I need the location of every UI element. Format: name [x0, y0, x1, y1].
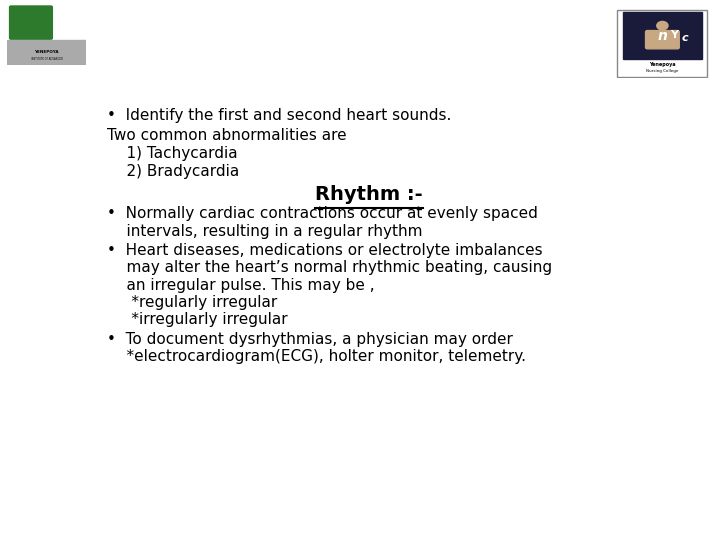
Text: YENEPOYA: YENEPOYA	[35, 50, 59, 54]
Text: c: c	[682, 32, 688, 43]
Bar	[7, 40, 86, 65]
Text: intervals, resulting in a regular rhythm: intervals, resulting in a regular rhythm	[107, 224, 422, 239]
Text: •  To document dysrhythmias, a physician may order: • To document dysrhythmias, a physician …	[107, 332, 513, 347]
Text: Two common abnormalities are: Two common abnormalities are	[107, 128, 346, 143]
Text: Yenepoya: Yenepoya	[649, 62, 675, 67]
Text: 2) Bradycardia: 2) Bradycardia	[107, 164, 239, 179]
Text: 1) Tachycardia: 1) Tachycardia	[107, 146, 238, 161]
Text: Nursing College: Nursing College	[647, 69, 678, 73]
FancyBboxPatch shape	[9, 6, 53, 39]
Text: Rhythm :-: Rhythm :-	[315, 185, 423, 204]
Text: may alter the heart’s normal rhythmic beating, causing: may alter the heart’s normal rhythmic be…	[107, 260, 552, 275]
Text: *electrocardiogram(ECG), holter monitor, telemetry.: *electrocardiogram(ECG), holter monitor,…	[107, 349, 526, 364]
Text: INSTITUTE OF ADVANCED: INSTITUTE OF ADVANCED	[31, 57, 63, 61]
Bar	[623, 12, 702, 59]
Text: an irregular pulse. This may be ,: an irregular pulse. This may be ,	[107, 278, 374, 293]
Text: n: n	[657, 29, 667, 43]
Text: •  Heart diseases, medications or electrolyte imbalances: • Heart diseases, medications or electro…	[107, 243, 542, 258]
Text: Y: Y	[670, 30, 678, 40]
Circle shape	[657, 22, 668, 30]
FancyBboxPatch shape	[646, 31, 679, 49]
Text: *irregularly irregular: *irregularly irregular	[107, 312, 287, 327]
Text: •  Identify the first and second heart sounds.: • Identify the first and second heart so…	[107, 109, 451, 124]
Text: •  Normally cardiac contractions occur at evenly spaced: • Normally cardiac contractions occur at…	[107, 206, 538, 221]
Text: *regularly irregular: *regularly irregular	[107, 295, 277, 310]
